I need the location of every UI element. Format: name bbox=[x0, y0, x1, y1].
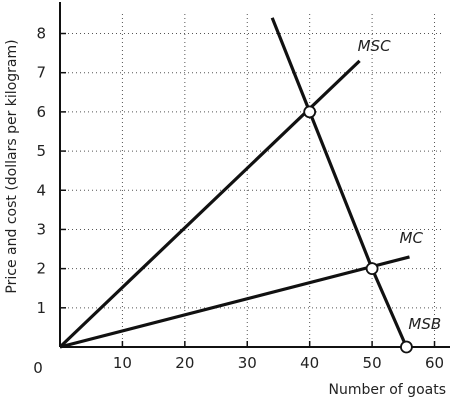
y-tick-label-7: 7 bbox=[36, 64, 46, 82]
x-tick-label-30: 30 bbox=[238, 354, 257, 372]
series-line-mc bbox=[59, 255, 410, 349]
x-tick-label-10: 10 bbox=[113, 354, 132, 372]
series bbox=[58, 17, 410, 349]
point-marker-55.5-0 bbox=[400, 340, 413, 354]
y-tick-label-1: 1 bbox=[36, 299, 46, 317]
series-label-msb: MSB bbox=[408, 315, 441, 333]
series-line-msb bbox=[270, 17, 408, 348]
series-label-msc: MSC bbox=[358, 37, 391, 55]
y-tick-label-4: 4 bbox=[36, 181, 46, 199]
point-marker-50-2 bbox=[365, 262, 379, 276]
point-marker-40-6 bbox=[303, 105, 317, 119]
y-tick-label-5: 5 bbox=[36, 142, 46, 160]
x-tick-label-60: 60 bbox=[425, 354, 444, 372]
y-tick-label-3: 3 bbox=[36, 220, 46, 238]
x-tick-label-50: 50 bbox=[363, 354, 382, 372]
series-line-msc bbox=[58, 59, 361, 349]
axes: 10 20 30 40 50 60 1 2 3 4 5 6 7 8 bbox=[36, 2, 450, 372]
y-tick-label-2: 2 bbox=[36, 260, 46, 278]
markers bbox=[303, 105, 413, 354]
y-tick-label-6: 6 bbox=[36, 103, 46, 121]
y-axis-title: Price and cost (dollars per kilogram) bbox=[4, 39, 20, 293]
origin-label: 0 bbox=[33, 359, 43, 377]
x-axis-title: Number of goats bbox=[329, 382, 446, 398]
labels: MSC MC MSB bbox=[358, 37, 442, 333]
x-tick-label-20: 20 bbox=[175, 354, 194, 372]
x-tick-label-40: 40 bbox=[300, 354, 319, 372]
series-label-mc: MC bbox=[400, 229, 424, 247]
y-tick-label-8: 8 bbox=[36, 25, 46, 43]
